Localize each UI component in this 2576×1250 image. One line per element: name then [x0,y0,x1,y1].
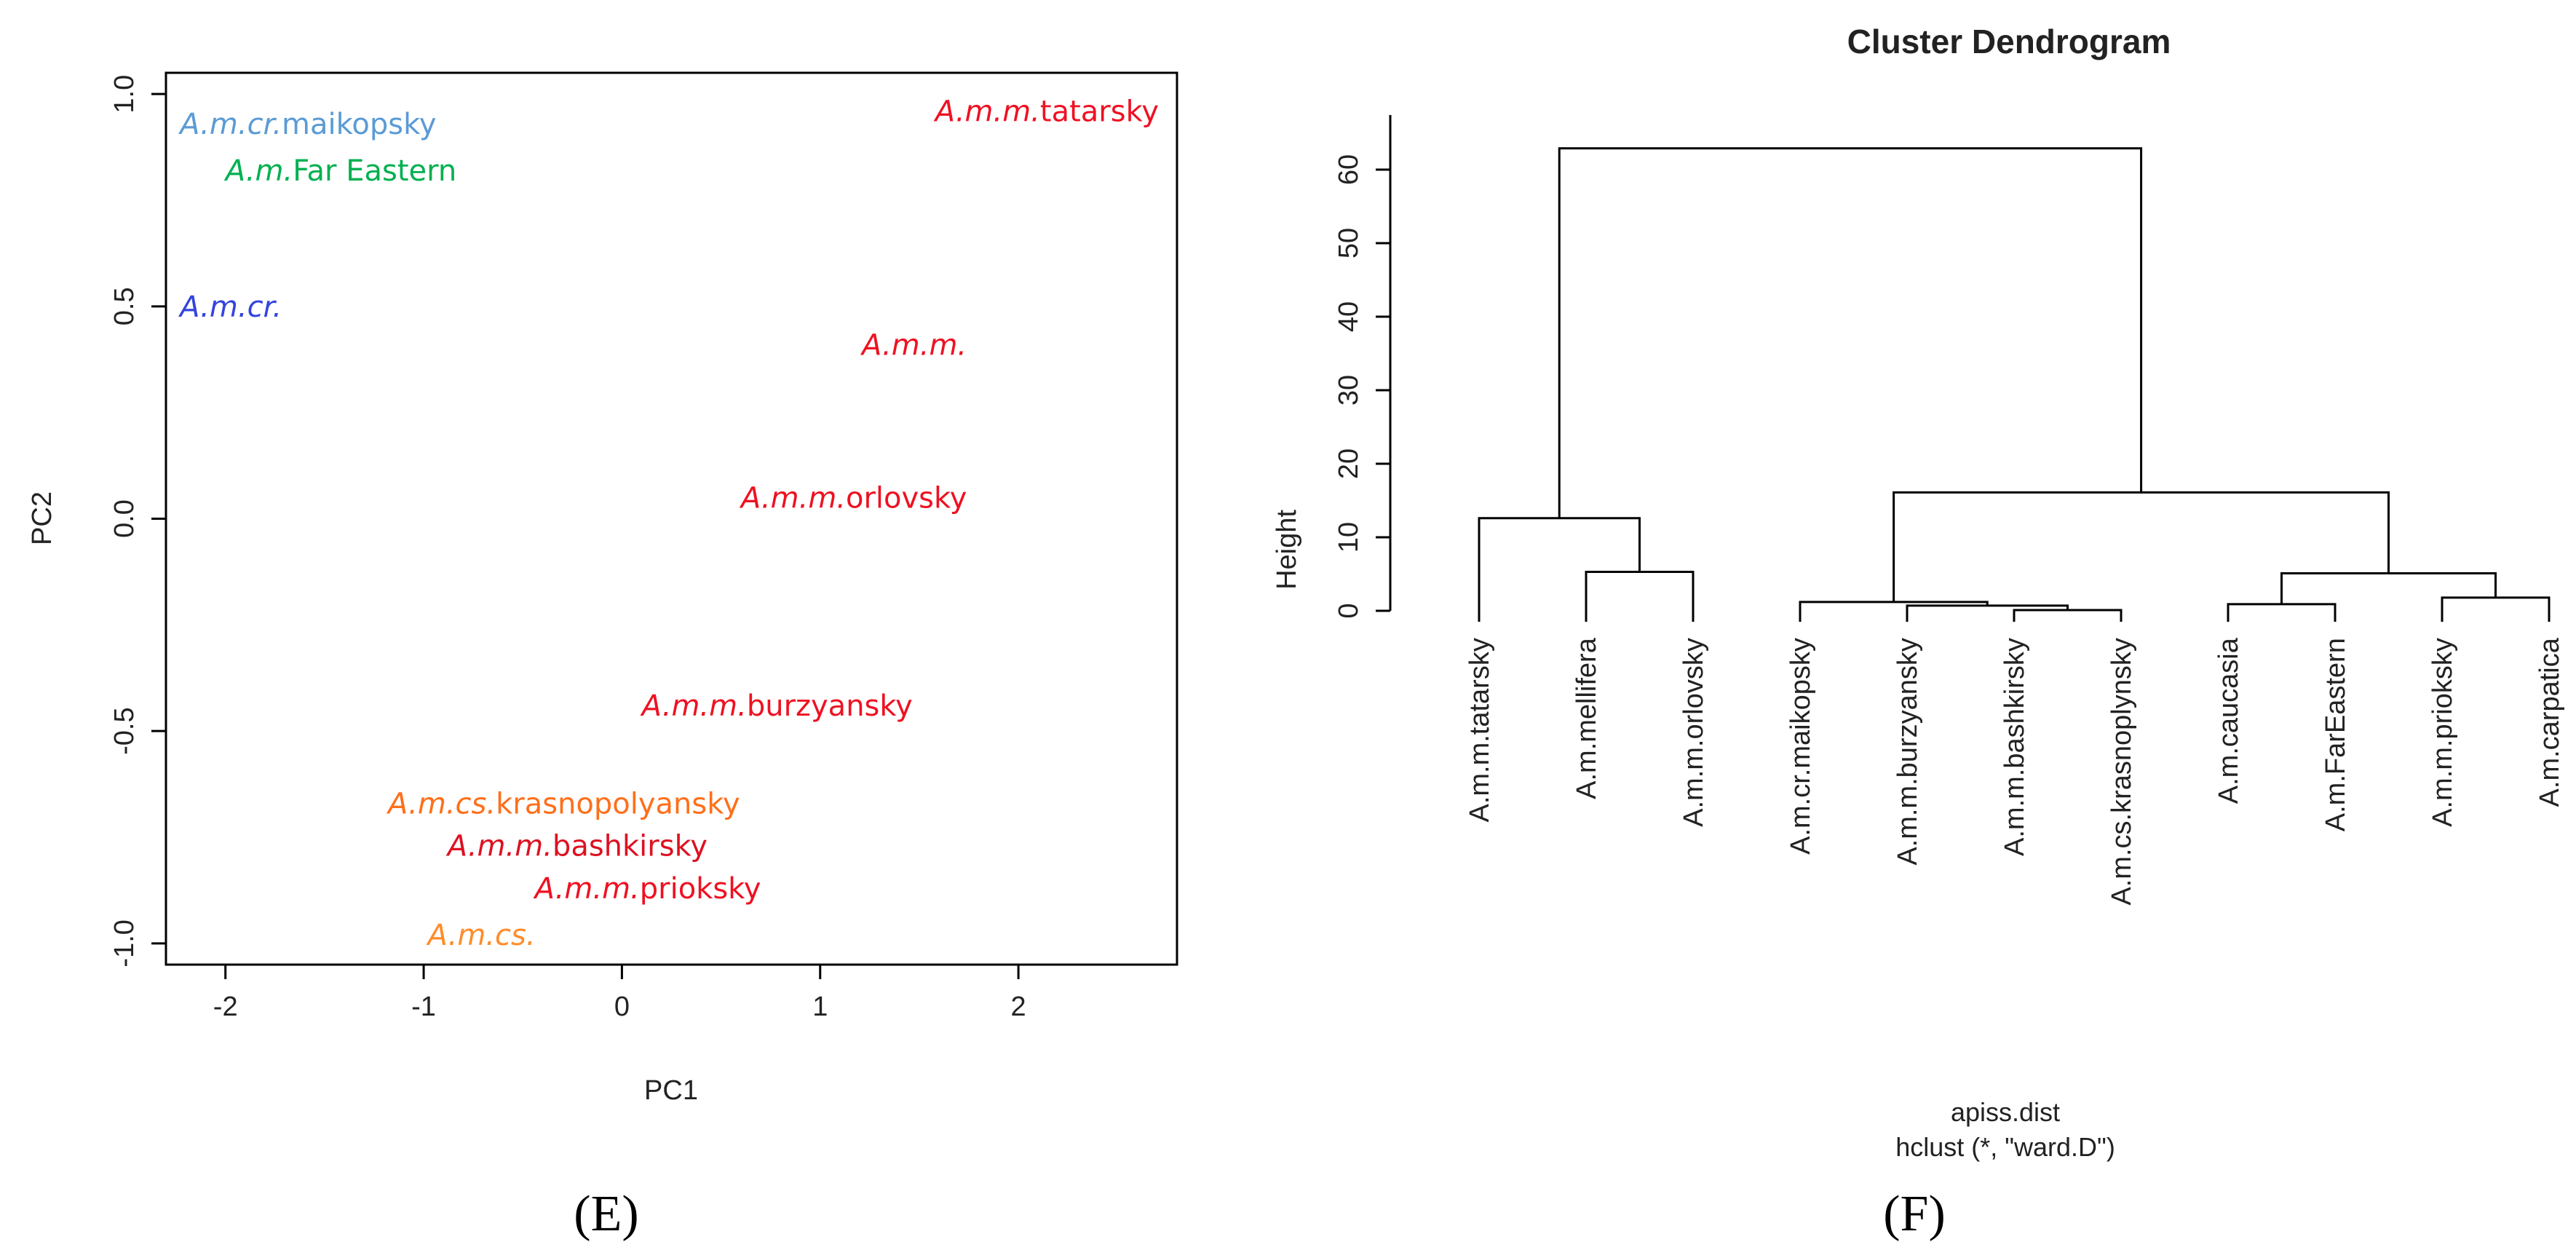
pca-point-suffix: Far Eastern [293,154,456,188]
dendrogram-xlabel-line2: hclust (*, "ward.D") [1895,1132,2115,1162]
pca-x-axis: -2 -1 0 1 2 [213,965,1026,1022]
pca-point-suffix: prioksky [640,872,761,906]
pca-point-suffix: tatarsky [1040,95,1159,129]
dendrogram-leaf-label: A.m.caucasia [2214,637,2244,804]
panel-label-f: (F) [1883,1186,1946,1242]
dendrogram-y-tick-label: 50 [1333,228,1364,258]
pca-x-tick-label: 0 [614,992,630,1022]
pca-point-prefix: A.m.m. [533,872,640,906]
dendrogram-merge [1906,604,2069,622]
pca-point-label: A.m.m.prioksky [533,872,761,906]
pca-x-tick-label: -2 [213,992,238,1022]
pca-y-tick-label: -0.5 [109,707,140,754]
dendrogram-y-tick-label: 40 [1333,301,1364,332]
pca-point-prefix: A.m.m. [640,689,747,723]
dendrogram-xlabel-line1: apiss.dist [1951,1097,2060,1127]
pca-point-label: A.m.m.bashkirsky [445,830,708,863]
dendrogram-y-axis: 0 10 20 30 40 50 60 [1333,115,1392,619]
dendrogram-leaf-label: A.m.m.bashkirsky [2000,638,2030,856]
pca-x-tick-label: -1 [411,992,436,1022]
dendrogram-leaves: A.m.m.tatarsky A.m.mellifera A.m.m.orlovsk… [1465,637,2565,905]
dendrogram-panel: Cluster Dendrogram 0 10 20 30 40 50 60 A.m.m.t… [1272,23,2565,1242]
dendrogram-title: Cluster Dendrogram [1847,23,2171,60]
pca-point-prefix: A.m.m. [860,328,967,362]
dendrogram-merge [1585,570,1695,622]
pca-y-tick-label: 0.5 [109,287,140,325]
pca-y-axis: -1.0 -0.5 0.0 0.5 1.0 [109,75,166,968]
pca-point-label: A.m.m.burzyansky [640,689,913,723]
pca-point-label: A.m.Far Eastern [223,154,457,188]
dendrogram-leaf-label: A.m.carpatica [2535,637,2565,807]
pca-y-axis-label: PC2 [27,491,58,545]
pca-y-tick-label: -1.0 [109,919,140,967]
pca-point-prefix: A.m. [223,154,293,188]
pca-x-tick-label: 1 [812,992,828,1022]
dendrogram-leaf-label: A.m.cr.maikopsky [1786,638,1816,855]
pca-point-suffix: orlovsky [846,481,967,515]
dendrogram-merge [2441,596,2551,622]
dendrogram-leaf-label: A.m.mellifera [1572,637,1602,799]
pca-point-prefix: A.m.m. [933,95,1040,129]
dendrogram-merge [2227,603,2337,622]
dendrogram-leaf-label: A.m.m.orlovsky [1679,638,1709,827]
pca-point-suffix: krasnopolyansky [496,787,740,820]
pca-point-label: A.m.cs. [426,919,536,952]
dendrogram-y-tick-label: 60 [1333,154,1364,185]
dendrogram-y-tick-label: 30 [1333,375,1364,406]
dendrogram-leaf-label: A.m.m.prioksky [2428,638,2458,827]
pca-point-prefix: A.m.m. [739,481,846,515]
pca-point-label: A.m.m. [860,328,967,362]
pca-point-suffix: bashkirsky [552,830,708,863]
pca-point-prefix: A.m.m. [445,830,552,863]
pca-point-label: A.m.cr.maikopsky [178,108,436,141]
pca-point-prefix: A.m.cs. [426,919,536,952]
pca-point-prefix: A.m.cr. [178,108,282,141]
pca-x-tick-label: 2 [1011,992,1026,1022]
dendrogram-leaf-label: A.m.m.burzyansky [1893,638,1923,866]
pca-point-prefix: A.m.cs. [386,787,496,820]
pca-point-label: A.m.cs.krasnopolyansky [386,787,740,820]
dendrogram-merge [1478,517,1641,622]
pca-point-prefix: A.m.cr. [178,290,282,324]
pca-point-label: A.m.m.tatarsky [933,95,1159,129]
dendrogram-merge [2013,609,2123,622]
pca-y-tick-label: 0.0 [109,499,140,538]
dendrogram-y-tick-label: 0 [1333,603,1364,618]
pca-scatter-panel: -2 -1 0 1 2 -1.0-0.50.00.51.0 A.m.cr.maikops… [27,71,1178,1242]
pca-point-suffix: maikopsky [282,108,436,141]
dendrogram-merge [1558,147,2143,518]
dendrogram-leaf-label: A.m.FarEastern [2321,638,2351,831]
dendrogram-y-axis-label: Height [1272,510,1302,590]
dendrogram-y-tick-label: 20 [1333,448,1364,479]
pca-point-label: A.m.m.orlovsky [739,481,967,515]
panel-label-e: (E) [574,1186,638,1242]
pca-y-tick-label: 1.0 [109,75,140,114]
dendrogram-y-tick-label: 10 [1333,522,1364,553]
pca-x-axis-label: PC1 [644,1075,698,1106]
dendrogram-merge [2280,571,2497,604]
pca-point-suffix: burzyansky [747,689,913,723]
dendrogram-merge [1893,491,2390,602]
pca-point-label: A.m.cr. [178,290,282,324]
dendrogram-leaf-label: A.m.cs.krasnoplynsky [2107,638,2137,905]
dendrogram-tree [1478,147,2551,622]
dendrogram-leaf-label: A.m.m.tatarsky [1465,638,1495,822]
